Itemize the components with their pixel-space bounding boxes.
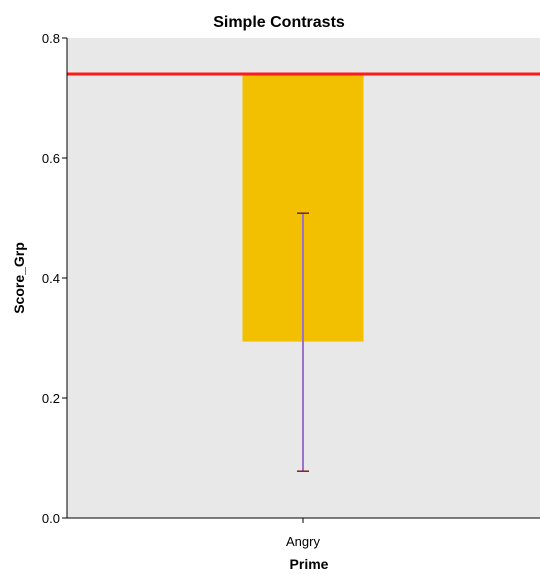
- x-tick-label: Angry: [286, 534, 320, 549]
- chart-title: Simple Contrasts: [213, 14, 345, 31]
- y-tick-label: 0.2: [42, 391, 60, 406]
- y-tick-label: 0.4: [42, 271, 60, 286]
- y-tick-label: 0.6: [42, 151, 60, 166]
- y-axis-label: Score_Grp: [11, 242, 27, 314]
- x-axis-label: Prime: [290, 556, 329, 572]
- y-tick-label: 0.0: [42, 511, 60, 526]
- y-tick-label: 0.8: [42, 31, 60, 46]
